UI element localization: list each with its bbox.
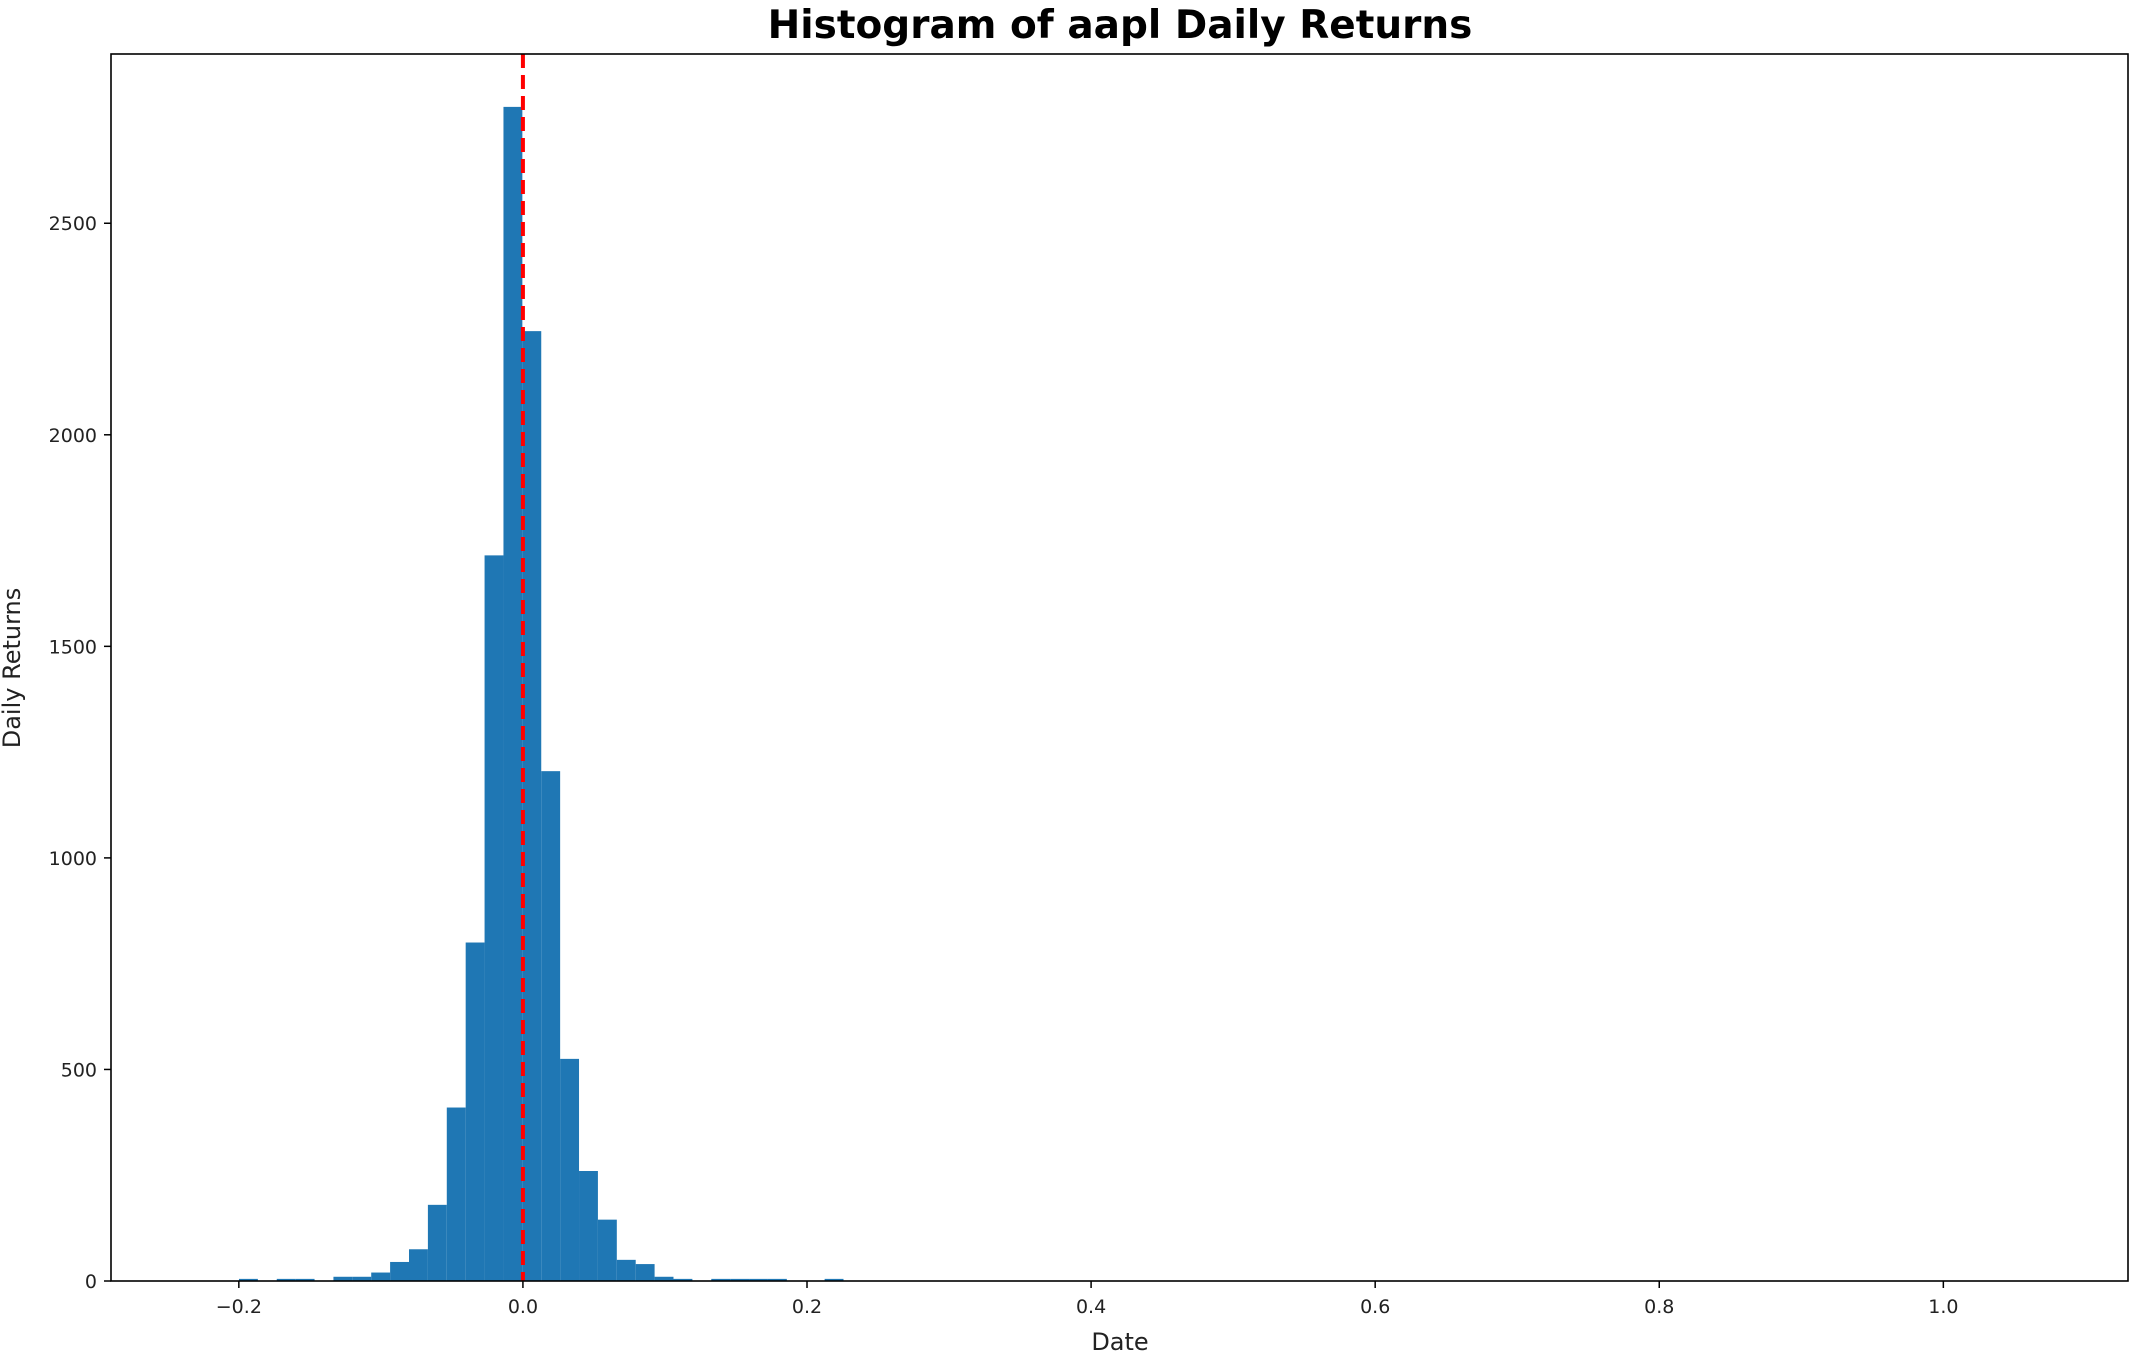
y-axis-label: Daily Returns — [0, 588, 26, 749]
histogram-bar — [616, 1259, 636, 1281]
y-tick-label: 500 — [61, 1059, 97, 1081]
histogram-bar — [238, 1278, 258, 1281]
x-tick-label: −0.2 — [216, 1296, 262, 1318]
chart-title: Histogram of aapl Daily Returns — [768, 3, 1473, 48]
histogram-bar — [654, 1276, 674, 1281]
histogram-bar — [711, 1278, 731, 1281]
x-tick-label: 0.2 — [792, 1296, 822, 1318]
y-axis-ticks: 0 500 1000 1500 2000 2500 — [49, 213, 111, 1293]
histogram-bar — [446, 1107, 466, 1281]
histogram-bar — [333, 1276, 353, 1281]
histogram-bar — [503, 106, 523, 1281]
histogram-bar — [824, 1278, 844, 1281]
histogram-bar — [409, 1249, 428, 1281]
x-tick-label: 0.8 — [1644, 1296, 1674, 1318]
x-tick-label: 0.4 — [1076, 1296, 1106, 1318]
histogram-bar — [352, 1276, 372, 1281]
y-tick-label: 2500 — [49, 213, 97, 235]
histogram-bar — [390, 1261, 410, 1281]
histogram-bar — [560, 1058, 580, 1281]
plot-area-frame — [110, 53, 2129, 1282]
histogram-bar — [276, 1278, 296, 1281]
histogram-bar — [579, 1170, 598, 1281]
y-tick-label: 2000 — [49, 425, 97, 447]
histogram-bar — [541, 771, 561, 1281]
y-tick-label: 1000 — [49, 848, 97, 870]
x-axis-label: Date — [1091, 1328, 1148, 1352]
histogram-bar — [427, 1204, 447, 1281]
histogram-bar — [635, 1264, 655, 1281]
histogram-bar — [730, 1278, 750, 1281]
x-tick-label: 1.0 — [1928, 1296, 1958, 1318]
x-tick-label: 0.0 — [508, 1296, 538, 1318]
y-tick-label: 1500 — [49, 636, 97, 658]
histogram-bar — [295, 1278, 315, 1281]
x-tick-label: 0.6 — [1360, 1296, 1390, 1318]
histogram-bars — [238, 106, 844, 1281]
histogram-bar — [484, 555, 504, 1281]
histogram-bar — [749, 1278, 768, 1281]
histogram-bar — [597, 1219, 617, 1281]
histogram-bar — [522, 331, 542, 1281]
y-tick-label: 0 — [85, 1271, 97, 1293]
x-axis-ticks: −0.2 0.0 0.2 0.4 0.6 0.8 1.0 — [216, 1281, 1958, 1318]
histogram-bar — [465, 942, 485, 1281]
histogram-bar — [673, 1278, 693, 1281]
histogram-bar — [371, 1272, 391, 1281]
histogram-bar — [767, 1278, 787, 1281]
